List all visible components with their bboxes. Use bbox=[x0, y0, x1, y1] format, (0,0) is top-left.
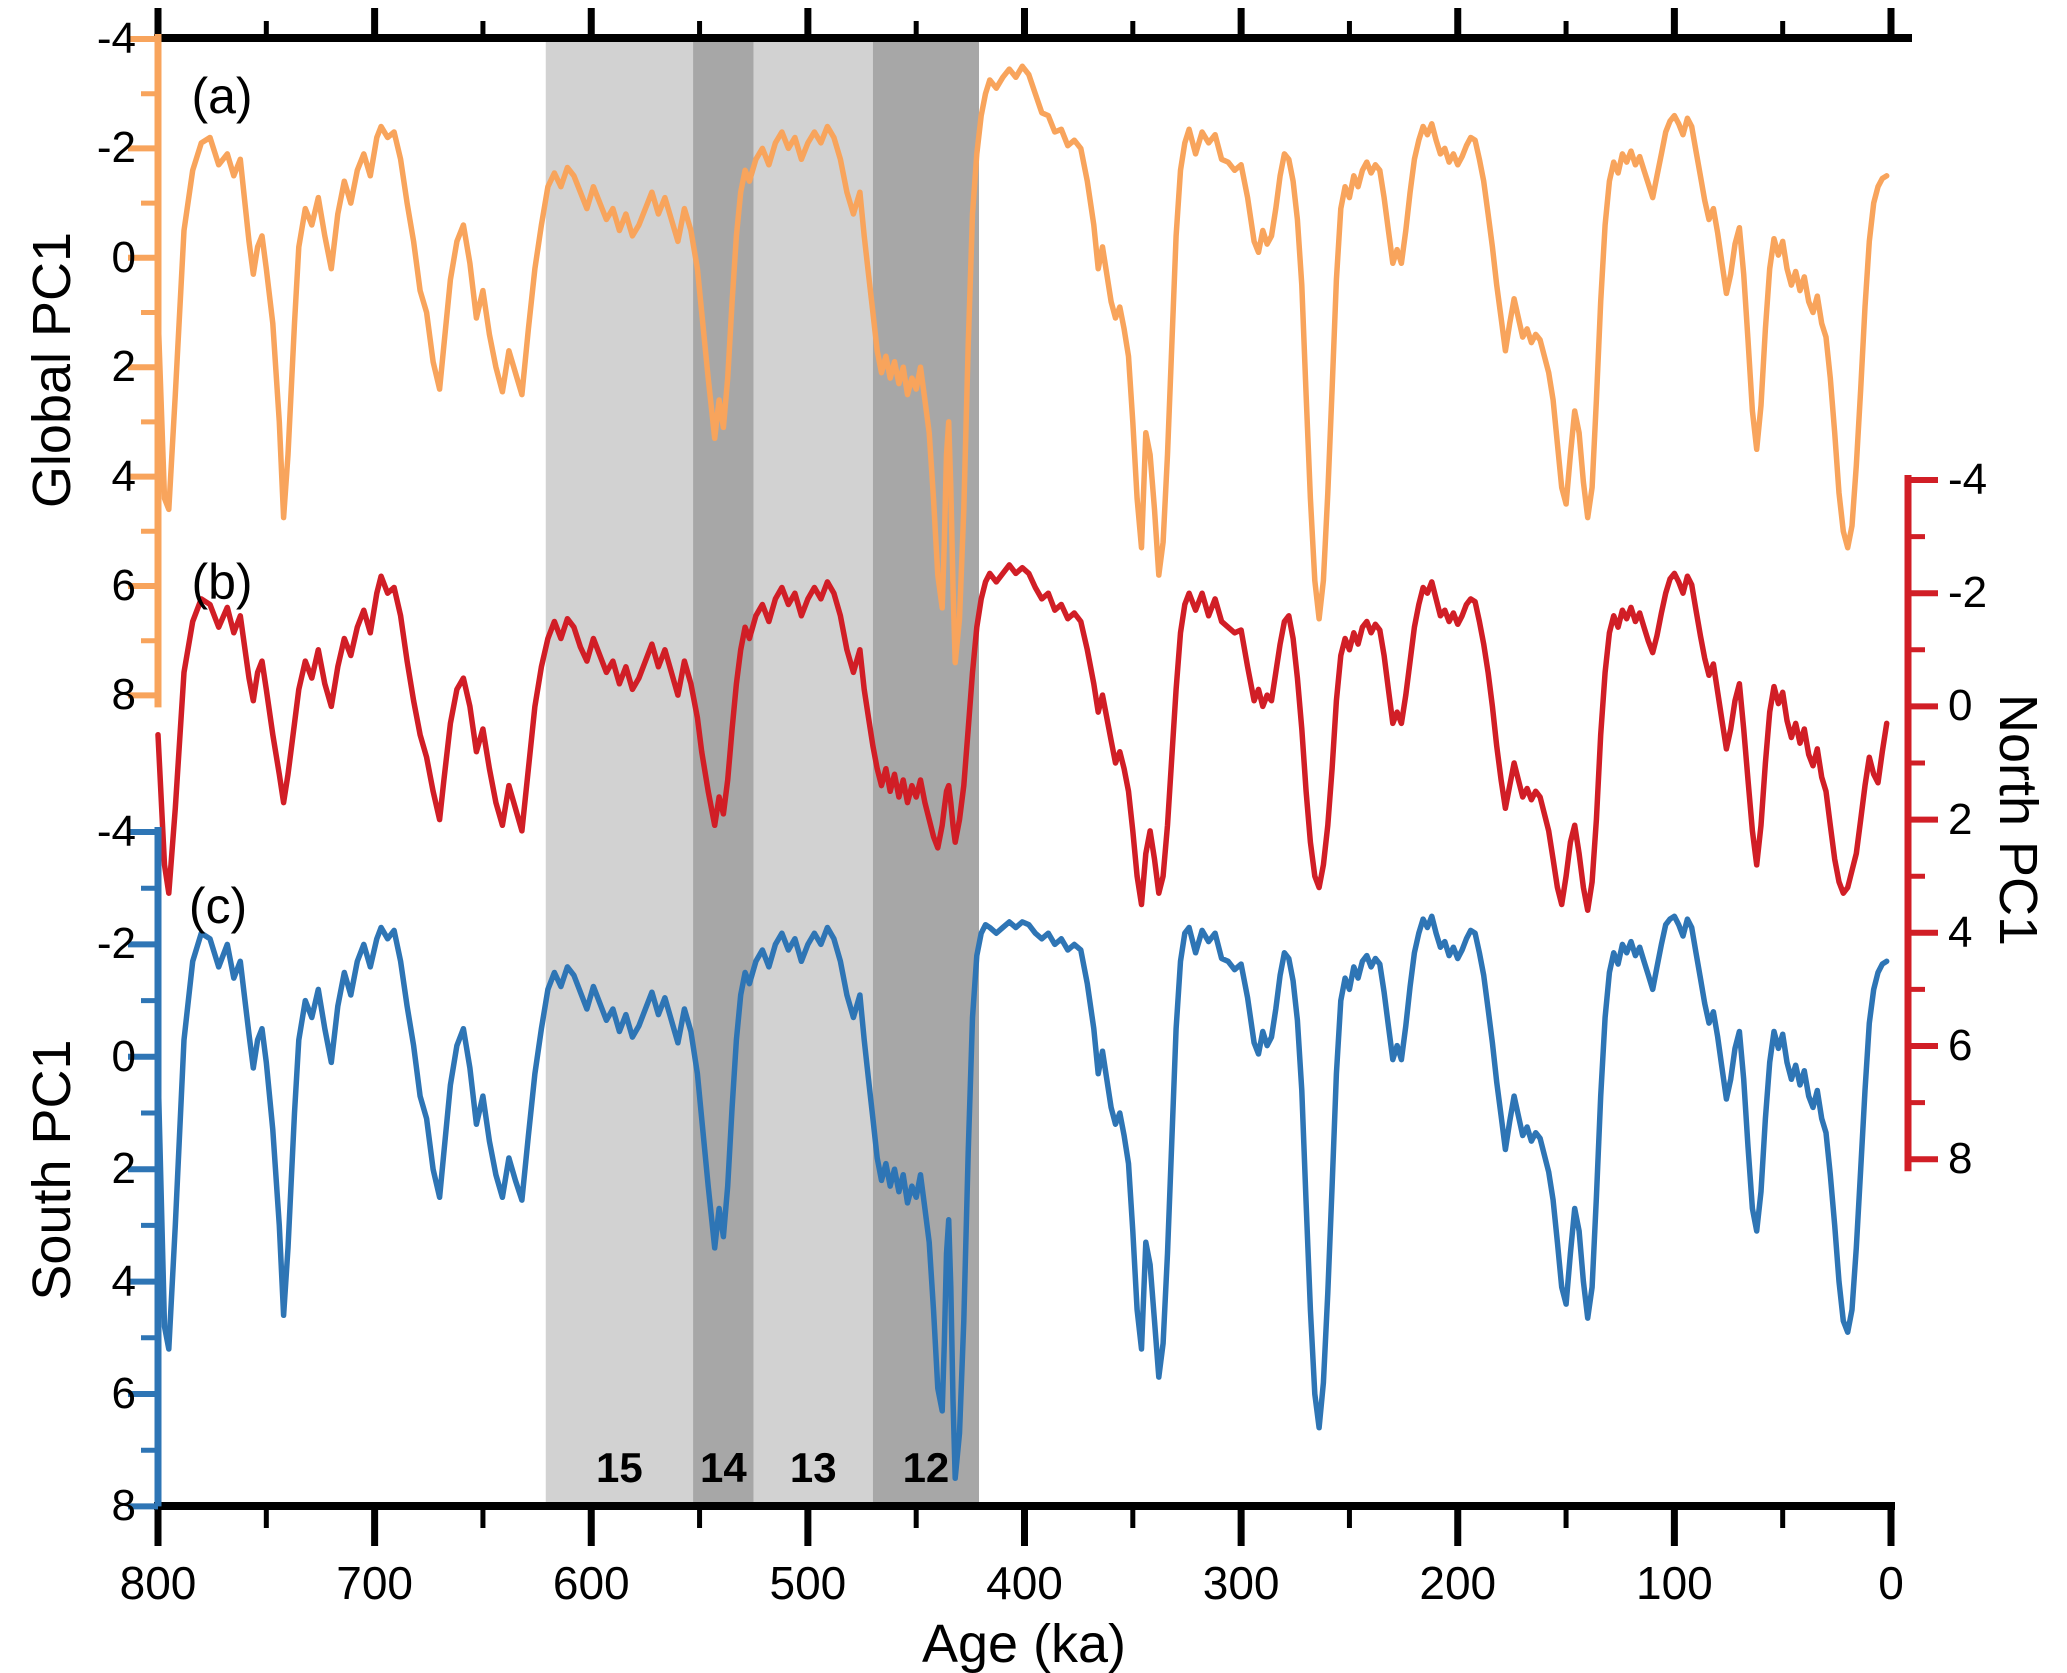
axis-title-north-pc1: North PC1 bbox=[1988, 693, 2048, 947]
x-tick-label: 200 bbox=[1419, 1557, 1497, 1609]
y-tick-label-global: -2 bbox=[96, 123, 136, 173]
x-tick-label: 500 bbox=[769, 1557, 847, 1609]
mis-band-label-14: 14 bbox=[700, 1444, 747, 1491]
y-tick-label-north: 4 bbox=[1948, 907, 1973, 957]
panel-label-a: (a) bbox=[191, 68, 253, 124]
x-axis-title: Age (ka) bbox=[921, 1614, 1127, 1673]
axis-title-global-pc1: Global PC1 bbox=[22, 231, 82, 509]
mis-band-label-15: 15 bbox=[596, 1444, 643, 1491]
panel-label-c: (c) bbox=[188, 878, 248, 934]
y-tick-label-north: -2 bbox=[1948, 568, 1988, 618]
y-tick-label-south: -4 bbox=[96, 807, 136, 856]
y-tick-label-global: 8 bbox=[111, 670, 136, 720]
y-tick-label-south: 2 bbox=[111, 1144, 136, 1194]
mis-band-label-13: 13 bbox=[789, 1444, 837, 1491]
x-tick-label: 300 bbox=[1202, 1557, 1280, 1609]
axis-title-south-pc1: South PC1 bbox=[22, 1039, 82, 1301]
panel-label-b: (b) bbox=[191, 554, 253, 610]
x-tick-label: 400 bbox=[986, 1557, 1063, 1609]
y-tick-label-north: -4 bbox=[1948, 455, 1988, 504]
y-tick-label-north: 6 bbox=[1948, 1021, 1973, 1070]
y-tick-label-south: 8 bbox=[111, 1481, 136, 1531]
y-tick-label-north: 8 bbox=[1948, 1134, 1973, 1184]
y-tick-label-south: 0 bbox=[111, 1031, 136, 1081]
y-tick-label-global: -4 bbox=[96, 14, 136, 63]
y-tick-label-south: 6 bbox=[111, 1369, 136, 1418]
y-tick-label-global: 4 bbox=[111, 451, 136, 501]
x-tick-label: 800 bbox=[119, 1557, 197, 1609]
x-tick-label: 600 bbox=[552, 1557, 630, 1609]
x-tick-label: 100 bbox=[1636, 1557, 1713, 1609]
y-tick-label-north: 0 bbox=[1948, 681, 1973, 731]
y-tick-label-south: -2 bbox=[96, 919, 136, 969]
mis-band-label-12: 12 bbox=[902, 1444, 950, 1491]
y-tick-label-global: 2 bbox=[111, 342, 136, 392]
y-tick-label-global: 6 bbox=[111, 561, 136, 610]
y-tick-label-south: 4 bbox=[111, 1256, 136, 1306]
x-tick-label: 700 bbox=[336, 1557, 413, 1609]
y-tick-label-global: 0 bbox=[111, 232, 136, 282]
x-tick-label: 0 bbox=[1878, 1557, 1904, 1609]
y-tick-label-north: 2 bbox=[1948, 794, 1973, 844]
